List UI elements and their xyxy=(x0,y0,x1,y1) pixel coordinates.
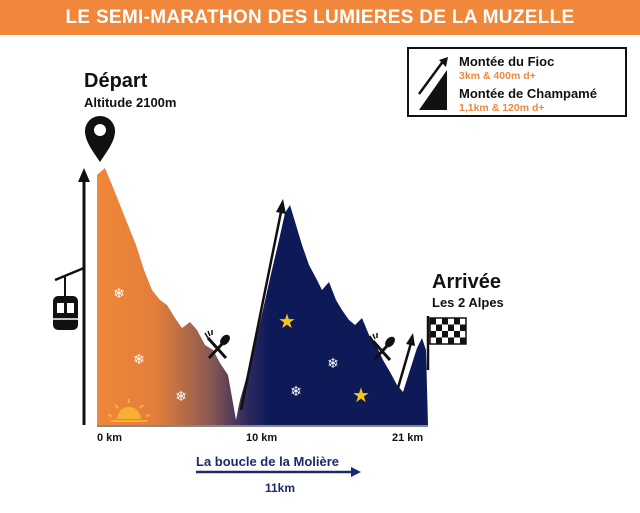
fork-spoon-icon xyxy=(204,330,230,360)
finish-place: Les 2 Alpes xyxy=(432,295,504,310)
fork-spoon-icon xyxy=(369,333,395,362)
climb-arrowhead-fioc xyxy=(276,199,286,214)
distance-mark-start: 0 km xyxy=(97,432,123,444)
snowflake-icon: ❄ xyxy=(113,286,125,302)
page-title: LE SEMI-MARATHON DES LUMIERES DE LA MUZE… xyxy=(0,0,640,35)
star-icon: ★ xyxy=(352,383,370,407)
climb-legend-icon xyxy=(417,57,448,110)
loop-distance: 11km xyxy=(265,481,296,495)
distance-mark-21km: 21 km xyxy=(392,432,424,444)
loop-name: La boucle de la Molière xyxy=(196,454,340,469)
legend-climb1-stats: 3km & 400m d+ xyxy=(459,70,536,82)
snowflake-icon: ❄ xyxy=(175,389,187,405)
climb-arrow-fioc xyxy=(239,211,283,411)
loop-arrowhead xyxy=(351,467,361,477)
checkered-flag-icon xyxy=(426,316,467,370)
sunrise-icon xyxy=(107,399,151,422)
gondola-icon xyxy=(53,266,85,330)
legend-climb2-stats: 1,1km & 120m d+ xyxy=(459,102,545,114)
start-title: Départ xyxy=(84,70,148,92)
climb-arrow-champame xyxy=(396,342,413,389)
distance-mark-10km: 10 km xyxy=(246,432,278,444)
snowflake-icon: ❄ xyxy=(133,352,145,368)
star-icon: ★ xyxy=(278,309,296,333)
legend-climb1-name: Montée du Fioc xyxy=(459,54,555,69)
legend-climb2-name: Montée de Champamé xyxy=(459,86,597,101)
map-pin-icon xyxy=(85,116,115,162)
elevation-profile xyxy=(97,168,428,425)
gondola-arrowhead xyxy=(78,168,90,182)
start-altitude: Altitude 2100m xyxy=(84,95,177,110)
snowflake-icon: ❄ xyxy=(327,356,339,372)
snowflake-icon: ❄ xyxy=(290,384,302,400)
climb-arrowhead-champame xyxy=(406,333,415,346)
finish-title: Arrivée xyxy=(432,271,501,293)
legend: Montée du Fioc 3km & 400m d+ Montée de C… xyxy=(407,47,627,117)
